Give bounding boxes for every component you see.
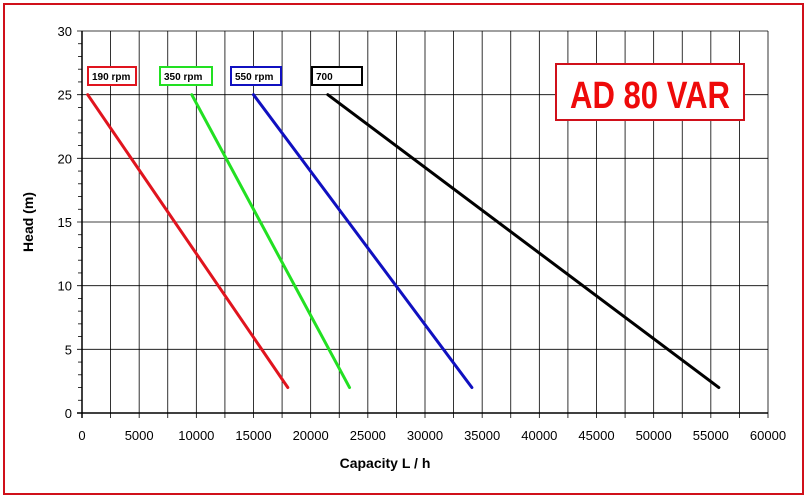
series-line <box>252 93 474 390</box>
x-tick-label: 45000 <box>578 428 614 443</box>
legend-box <box>230 66 282 86</box>
legend-box <box>87 66 137 86</box>
legend-label: 700 <box>316 72 333 83</box>
chart-frame <box>3 3 804 495</box>
x-tick-label: 25000 <box>350 428 386 443</box>
x-tick-label: 60000 <box>750 428 786 443</box>
legend-label: 350 rpm <box>164 72 202 83</box>
y-tick-label: 15 <box>58 215 72 230</box>
y-tick-label: 20 <box>58 151 72 166</box>
x-tick-label: 55000 <box>693 428 729 443</box>
x-tick-label: 15000 <box>235 428 271 443</box>
x-tick-label: 35000 <box>464 428 500 443</box>
legend-label: 190 rpm <box>92 72 130 83</box>
series-line <box>326 93 721 390</box>
legend-label: 550 rpm <box>235 72 273 83</box>
y-tick-label: 0 <box>65 406 72 421</box>
x-tick-label: 0 <box>78 428 85 443</box>
y-tick-label: 25 <box>58 88 72 103</box>
y-tick-label: 10 <box>58 279 72 294</box>
x-axis-label: Capacity L / h <box>340 455 431 471</box>
x-tick-label: 10000 <box>178 428 214 443</box>
x-tick-label: 5000 <box>125 428 154 443</box>
y-tick-label: 5 <box>65 342 72 357</box>
series-line <box>190 93 352 390</box>
series-line <box>86 93 290 390</box>
x-tick-label: 40000 <box>521 428 557 443</box>
y-axis-label: Head (m) <box>20 192 36 252</box>
y-tick-label: 30 <box>58 24 72 39</box>
legend-box <box>159 66 213 86</box>
x-tick-label: 20000 <box>293 428 329 443</box>
x-tick-label: 30000 <box>407 428 443 443</box>
x-tick-label: 50000 <box>636 428 672 443</box>
chart-title: AD 80 VAR <box>570 75 730 117</box>
title-box <box>555 63 745 121</box>
legend-box <box>311 66 363 86</box>
